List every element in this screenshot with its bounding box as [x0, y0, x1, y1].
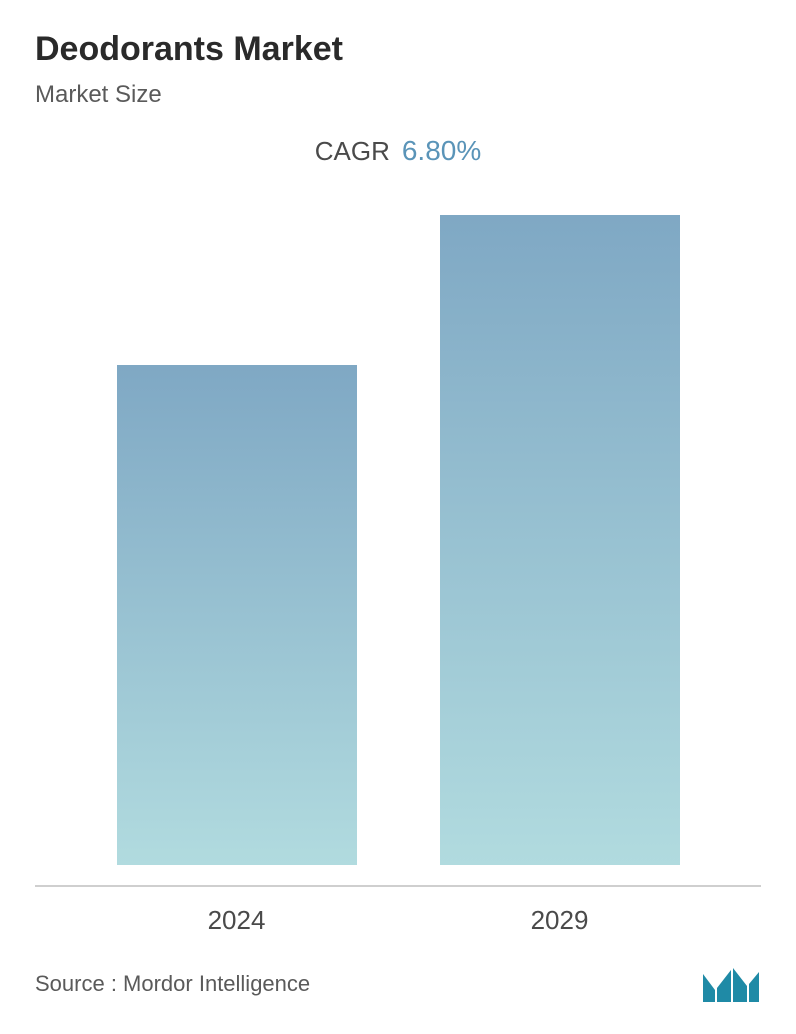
- cagr-row: CAGR 6.80%: [35, 135, 761, 167]
- page-title: Deodorants Market: [35, 30, 761, 69]
- page-subtitle: Market Size: [35, 81, 761, 109]
- bar-label: 2024: [117, 905, 357, 936]
- bar-wrapper: [117, 365, 357, 865]
- bar-wrapper: [440, 215, 680, 865]
- bar-label: 2029: [440, 905, 680, 936]
- bar-2029: [440, 215, 680, 865]
- footer: Source : Mordor Intelligence: [35, 936, 761, 1004]
- bar-chart: [35, 177, 761, 887]
- cagr-label: CAGR: [315, 136, 390, 167]
- bar-2024: [117, 365, 357, 865]
- chart-container: Deodorants Market Market Size CAGR 6.80%…: [0, 0, 796, 1034]
- cagr-value: 6.80%: [402, 135, 481, 167]
- x-axis-labels: 2024 2029: [35, 887, 761, 936]
- source-text: Source : Mordor Intelligence: [35, 971, 310, 997]
- mordor-logo-icon: [701, 964, 761, 1004]
